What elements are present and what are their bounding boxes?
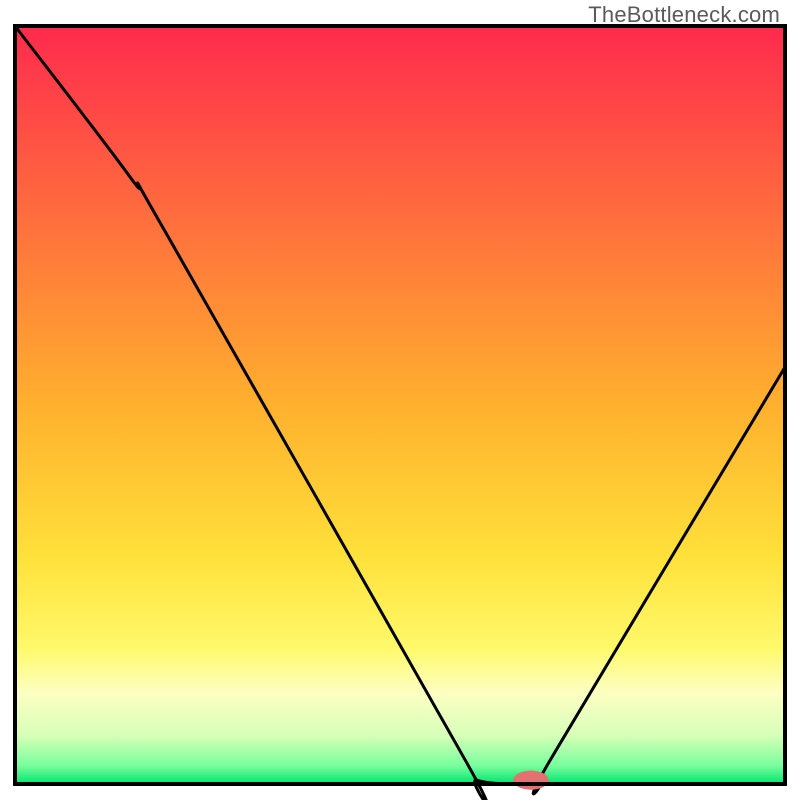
optimal-marker — [513, 771, 548, 790]
watermark-text: TheBottleneck.com — [588, 2, 780, 28]
chart-background — [15, 26, 785, 784]
bottleneck-chart: TheBottleneck.com — [0, 0, 800, 800]
chart-svg — [0, 0, 800, 800]
